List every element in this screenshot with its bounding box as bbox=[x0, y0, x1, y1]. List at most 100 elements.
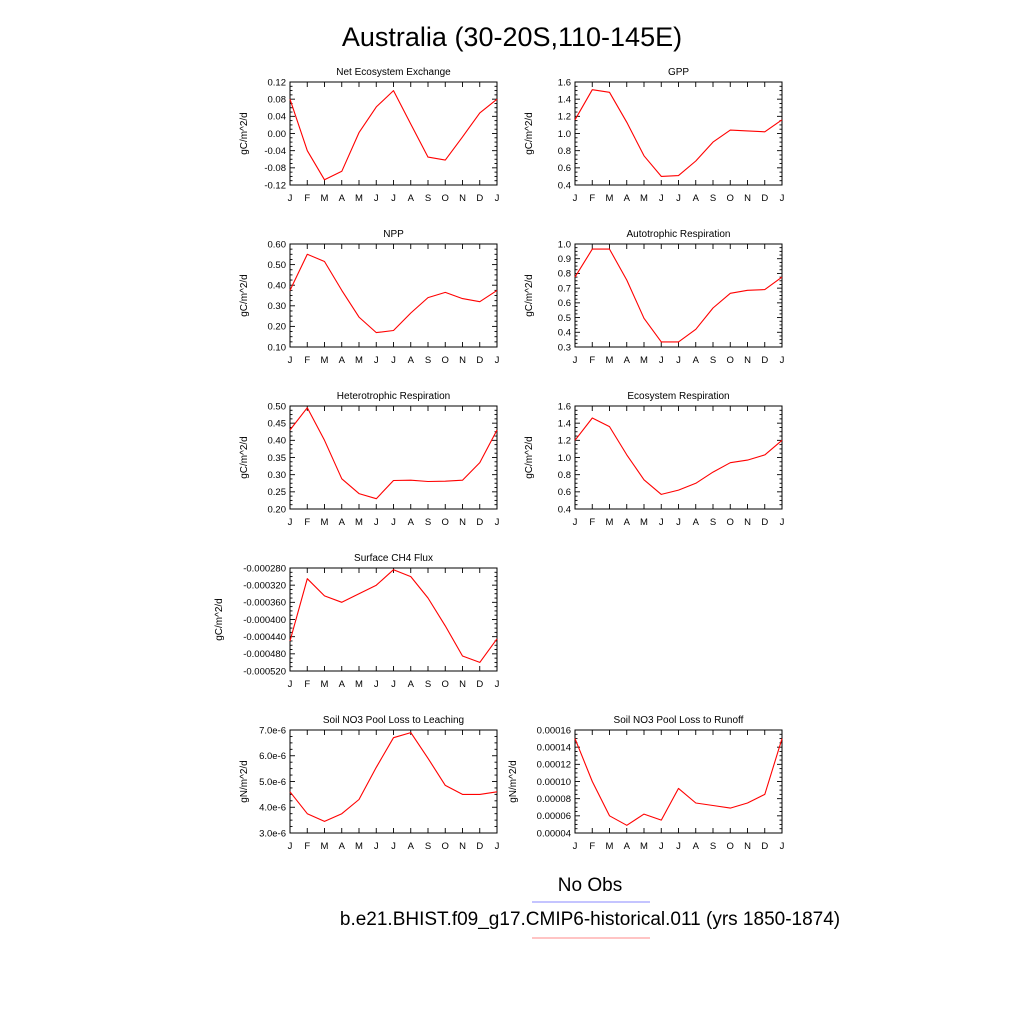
x-tick-label: J bbox=[676, 355, 681, 366]
x-tick-label: J bbox=[391, 193, 396, 204]
x-tick-label: D bbox=[761, 841, 768, 852]
x-tick-label: J bbox=[374, 679, 379, 690]
x-tick-label: J bbox=[659, 841, 664, 852]
x-tick-label: M bbox=[355, 517, 363, 528]
legend-entry-label: No Obs bbox=[558, 875, 622, 896]
chart-panel: Heterotrophic Respiration 0.20 0.25 0.30 0.3… bbox=[239, 391, 500, 528]
panels-group: Net Ecosystem Exchange -0.12 -0.08 -0.04 0.0… bbox=[214, 67, 785, 852]
x-tick-label: J bbox=[573, 841, 578, 852]
plot-frame bbox=[574, 405, 783, 510]
y-tick-label: 0.20 bbox=[268, 322, 287, 333]
chart-title: Net Ecosystem Exchange bbox=[336, 67, 451, 78]
x-tick-label: J bbox=[573, 193, 578, 204]
x-tick-label: J bbox=[391, 517, 396, 528]
x-tick-label: J bbox=[676, 517, 681, 528]
y-axis-label: gC/m^2/d bbox=[239, 112, 250, 155]
x-tick-label: M bbox=[321, 841, 329, 852]
plot-frame bbox=[574, 729, 783, 834]
y-tick-label: 0.50 bbox=[268, 260, 287, 271]
x-tick-label: O bbox=[727, 841, 734, 852]
x-tick-label: N bbox=[459, 679, 466, 690]
x-tick-label: F bbox=[589, 517, 595, 528]
x-tick-label: J bbox=[288, 841, 293, 852]
y-axis-label: gC/m^2/d bbox=[524, 436, 535, 479]
y-tick-label: 0.00016 bbox=[537, 725, 571, 736]
x-tick-label: M bbox=[321, 193, 329, 204]
y-axis-label: gC/m^2/d bbox=[524, 112, 535, 155]
x-tick-label: S bbox=[710, 517, 716, 528]
y-tick-label: 0.10 bbox=[268, 342, 287, 353]
x-tick-label: A bbox=[693, 841, 700, 852]
x-tick-label: S bbox=[425, 517, 431, 528]
series-line bbox=[289, 732, 498, 822]
x-tick-label: J bbox=[780, 193, 785, 204]
y-tick-label: 1.6 bbox=[558, 77, 571, 88]
x-tick-label: N bbox=[459, 517, 466, 528]
x-tick-label: J bbox=[495, 355, 500, 366]
y-tick-label: -0.000480 bbox=[243, 649, 286, 660]
y-tick-label: 0.5 bbox=[558, 313, 571, 324]
x-tick-label: J bbox=[495, 193, 500, 204]
x-tick-label: A bbox=[408, 355, 415, 366]
x-tick-label: J bbox=[374, 355, 379, 366]
x-tick-label: J bbox=[495, 517, 500, 528]
x-tick-label: J bbox=[495, 679, 500, 690]
x-tick-label: S bbox=[425, 679, 431, 690]
y-tick-label: 3.0e-6 bbox=[259, 828, 286, 839]
y-tick-label: 0.12 bbox=[268, 77, 287, 88]
x-tick-label: M bbox=[321, 355, 329, 366]
chart-panel: Surface CH4 Flux -0.000520 -0.000480 -0.000… bbox=[214, 553, 500, 690]
y-tick-label: 7.0e-6 bbox=[259, 725, 286, 736]
y-tick-label: 0.30 bbox=[268, 470, 287, 481]
y-tick-label: 0.20 bbox=[268, 504, 287, 515]
y-tick-label: -0.000440 bbox=[243, 632, 286, 643]
x-tick-label: D bbox=[761, 517, 768, 528]
x-tick-label: O bbox=[727, 193, 734, 204]
chart-title: Autotrophic Respiration bbox=[627, 229, 731, 240]
y-tick-label: 0.45 bbox=[268, 418, 287, 429]
x-tick-label: J bbox=[288, 679, 293, 690]
x-tick-label: A bbox=[624, 355, 631, 366]
chart-title: Soil NO3 Pool Loss to Runoff bbox=[614, 715, 744, 726]
y-tick-label: -0.000400 bbox=[243, 615, 286, 626]
x-tick-label: A bbox=[408, 517, 415, 528]
y-tick-label: 0.00012 bbox=[537, 760, 571, 771]
x-tick-label: J bbox=[676, 841, 681, 852]
y-tick-label: 1.0 bbox=[558, 239, 571, 250]
legend: No Obs b.e21.BHIST.f09_g17.CMIP6-histori… bbox=[340, 875, 840, 939]
chart-panel: Soil NO3 Pool Loss to Runoff 0.00004 0.000… bbox=[508, 715, 785, 852]
y-tick-label: 0.60 bbox=[268, 239, 287, 250]
x-tick-label: F bbox=[304, 193, 310, 204]
chart-title: GPP bbox=[668, 67, 689, 78]
x-tick-label: F bbox=[589, 355, 595, 366]
x-tick-label: A bbox=[624, 517, 631, 528]
y-tick-label: 0.8 bbox=[558, 146, 571, 157]
x-tick-label: A bbox=[339, 679, 346, 690]
x-tick-label: S bbox=[425, 841, 431, 852]
x-tick-label: M bbox=[640, 193, 648, 204]
y-tick-label: 0.04 bbox=[268, 112, 287, 123]
series-line bbox=[289, 407, 498, 500]
plot-frame bbox=[289, 81, 498, 186]
y-tick-label: 0.3 bbox=[558, 342, 571, 353]
x-tick-label: M bbox=[606, 193, 614, 204]
x-tick-label: F bbox=[304, 517, 310, 528]
x-tick-label: A bbox=[624, 841, 631, 852]
y-tick-label: 0.00006 bbox=[537, 811, 571, 822]
x-tick-label: J bbox=[288, 193, 293, 204]
x-tick-label: O bbox=[442, 355, 449, 366]
y-tick-label: -0.08 bbox=[264, 163, 286, 174]
y-tick-label: 0.35 bbox=[268, 453, 287, 464]
x-tick-label: A bbox=[693, 193, 700, 204]
y-tick-label: 1.0 bbox=[558, 129, 571, 140]
x-tick-label: D bbox=[761, 193, 768, 204]
y-tick-label: 1.2 bbox=[558, 436, 571, 447]
x-tick-label: O bbox=[442, 193, 449, 204]
x-tick-label: A bbox=[339, 355, 346, 366]
x-tick-label: J bbox=[659, 517, 664, 528]
series-line bbox=[574, 248, 783, 343]
x-tick-label: A bbox=[408, 193, 415, 204]
x-tick-label: D bbox=[476, 517, 483, 528]
x-tick-label: N bbox=[744, 193, 751, 204]
y-tick-label: -0.000360 bbox=[243, 598, 286, 609]
